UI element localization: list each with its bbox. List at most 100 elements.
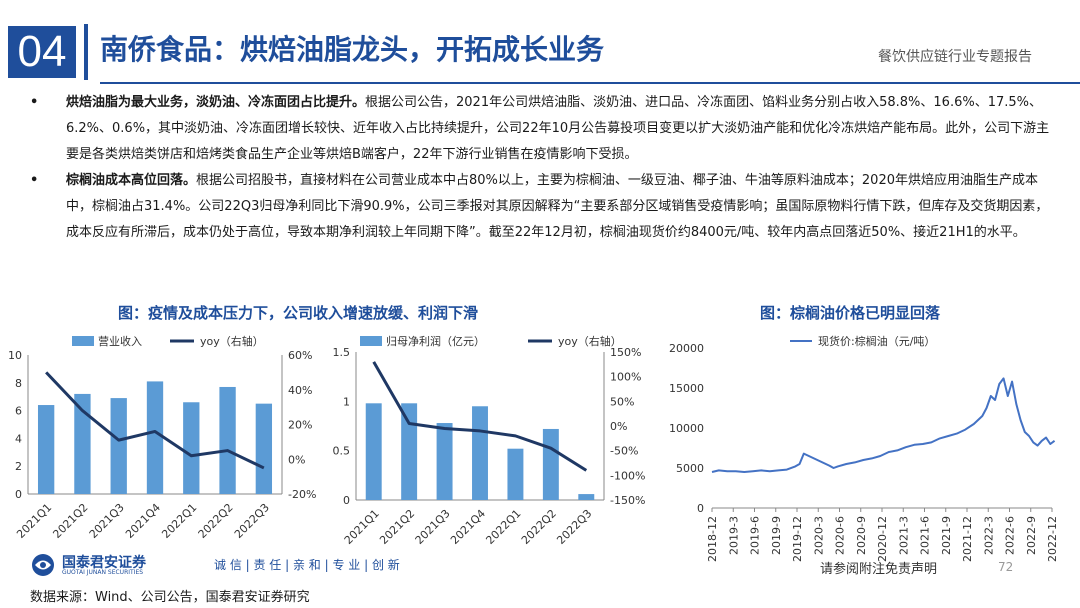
right-tick-label: -100% <box>610 469 645 482</box>
legend-line-label: yoy（右轴） <box>200 334 264 348</box>
x-tick-label: 2018-12 <box>706 516 719 562</box>
company-logo-icon <box>32 554 54 576</box>
right-tick-label: 0% <box>610 420 627 433</box>
x-tick-label: 2021-12 <box>961 516 974 562</box>
category-label: 2022Q2 <box>196 501 236 541</box>
x-tick-label: 2021-9 <box>940 516 953 555</box>
legend-bar-swatch <box>72 336 94 346</box>
section-number: 04 <box>8 26 76 78</box>
bar <box>74 393 91 494</box>
report-name: 餐饮供应链行业专题报告 <box>878 49 1032 65</box>
yoy-line <box>45 371 265 470</box>
x-tick-label: 2019-9 <box>770 516 783 555</box>
category-label: 2021Q4 <box>448 507 488 547</box>
legend-bar-swatch <box>360 336 382 346</box>
left-tick-label: 0 <box>15 488 22 501</box>
bullet-item-1: • 烘焙油脂为最大业务，淡奶油、冷冻面团占比提升。根据公司公告，2021年公司烘… <box>30 90 1050 168</box>
left-tick-label: 0.5 <box>333 445 351 458</box>
x-tick-label: 2022-12 <box>1046 516 1059 562</box>
y-tick-label: 0 <box>697 502 704 515</box>
bullet-body: 根据公司公告，2021年公司烘焙油脂、淡奶油、进口品、冷冻面团、馅料业务分别占收… <box>66 95 1050 162</box>
right-tick-label: 40% <box>288 384 312 397</box>
category-label: 2022Q2 <box>519 507 559 547</box>
bar <box>183 402 200 494</box>
bar <box>578 494 595 500</box>
disclaimer-link[interactable]: 请参阅附注免责声明 <box>820 562 938 577</box>
x-tick-label: 2022-9 <box>1025 516 1038 555</box>
x-tick-label: 2021-3 <box>897 516 910 555</box>
x-tick-label: 2021-6 <box>919 516 932 555</box>
right-tick-label: 150% <box>610 346 641 359</box>
bar <box>365 403 382 500</box>
legend-bar-label: 归母净利润（亿元） <box>386 334 485 348</box>
bar <box>472 406 488 500</box>
x-tick-label: 2020-6 <box>834 516 847 555</box>
bar <box>401 403 418 500</box>
logo-cn: 国泰君安证券 <box>62 555 146 571</box>
profit-chart: 0 0.5 1 1.5 -150% -100% -50% 0% 50% 100% 150% 2021Q… <box>333 334 646 547</box>
yoy-line <box>372 361 588 472</box>
palm-oil-chart: 0 5000 10000 15000 20000 2018-12 2019-3 2019-6 2… <box>669 334 1059 562</box>
right-tick-label: 50% <box>610 395 634 408</box>
palm-oil-line <box>711 377 1056 473</box>
bar <box>255 403 273 494</box>
category-label: 2021Q2 <box>377 507 417 547</box>
title-divider <box>84 24 88 80</box>
right-tick-label: -20% <box>288 488 316 501</box>
legend-bar-label: 营业收入 <box>98 334 142 348</box>
x-tick-label: 2019-6 <box>749 516 762 555</box>
y-tick-label: 10000 <box>669 422 704 435</box>
x-tick-label: 2019-12 <box>791 516 804 562</box>
left-tick-label: 4 <box>15 432 22 445</box>
bar <box>146 381 164 494</box>
bar <box>436 423 453 500</box>
bullet-item-2: • 棕榈油成本高位回落。根据公司招股书，直接材料在公司营业成本中占80%以上，主… <box>30 168 1050 246</box>
left-tick-label: 1 <box>343 395 350 408</box>
category-label: 2021Q3 <box>413 507 453 547</box>
bar <box>219 386 236 494</box>
page-title: 南侨食品：烘焙油脂龙头，开拓成长业务 <box>100 33 605 66</box>
footer-logo: 国泰君安证券 GUOTAI JUNAN SECURITIES 诚 信 | 责 任… <box>30 552 480 578</box>
bar <box>37 405 55 494</box>
bullet-mark: • <box>30 95 39 110</box>
right-tick-label: 0% <box>288 453 305 466</box>
left-tick-label: 2 <box>15 460 22 473</box>
bullet-lead: 棕榈油成本高位回落。 <box>66 173 197 188</box>
bullet-mark: • <box>30 173 39 188</box>
y-tick-label: 15000 <box>669 382 704 395</box>
x-tick-label: 2022-3 <box>982 516 995 555</box>
category-label: 2021Q3 <box>87 501 127 541</box>
left-tick-label: 10 <box>8 349 22 362</box>
x-tick-label: 2019-3 <box>727 516 740 555</box>
y-tick-label: 5000 <box>676 462 704 475</box>
x-tick-label: 2020-12 <box>876 516 889 562</box>
right-tick-label: 100% <box>610 371 641 384</box>
legend-label: 现货价:棕榈油（元/吨） <box>818 334 935 348</box>
left-tick-label: 1.5 <box>333 346 351 359</box>
bar <box>542 428 559 500</box>
category-label: 2022Q1 <box>483 507 523 547</box>
header-rule <box>100 82 1080 84</box>
x-tick-label: 2022-6 <box>1004 516 1017 555</box>
slogan: 诚 信 | 责 任 | 亲 和 | 专 业 | 创 新 <box>214 558 400 572</box>
page-number: 72 <box>998 560 1014 574</box>
left-chart-title: 图：疫情及成本压力下，公司收入增速放缓、利润下滑 <box>118 304 479 322</box>
left-tick-label: 8 <box>15 377 22 390</box>
logo-en: GUOTAI JUNAN SECURITIES <box>62 569 144 576</box>
right-tick-label: 20% <box>288 419 312 432</box>
bar <box>507 448 524 500</box>
y-tick-label: 20000 <box>669 342 704 355</box>
right-tick-label: 60% <box>288 349 312 362</box>
revenue-chart: 0 2 4 6 8 10 -20% 0% 20% 40% 60% 2021Q12021Q22021Q3… <box>8 334 316 541</box>
x-tick-label: 2020-3 <box>812 516 825 555</box>
legend-line-label: yoy（右轴） <box>558 334 622 348</box>
bullet-body: 根据公司招股书，直接材料在公司营业成本中占80%以上，主要为棕榈油、一级豆油、椰… <box>66 173 1049 240</box>
bar <box>110 398 127 494</box>
category-label: 2021Q1 <box>14 501 54 541</box>
x-tick-label: 2020-9 <box>855 516 868 555</box>
left-tick-label: 0 <box>343 494 350 507</box>
bullet-list: • 烘焙油脂为最大业务，淡奶油、冷冻面团占比提升。根据公司公告，2021年公司烘… <box>30 90 1050 246</box>
category-label: 2021Q1 <box>342 507 382 547</box>
category-label: 2022Q1 <box>159 501 199 541</box>
category-label: 2022Q3 <box>554 507 594 547</box>
